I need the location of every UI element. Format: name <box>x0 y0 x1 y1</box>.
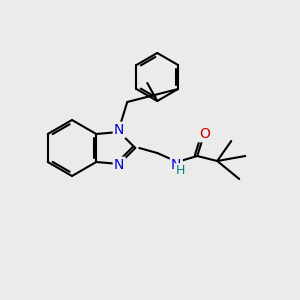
Text: N: N <box>171 158 181 172</box>
Text: N: N <box>114 123 124 137</box>
Text: O: O <box>199 127 210 141</box>
Text: N: N <box>114 158 124 172</box>
Text: H: H <box>176 164 185 178</box>
